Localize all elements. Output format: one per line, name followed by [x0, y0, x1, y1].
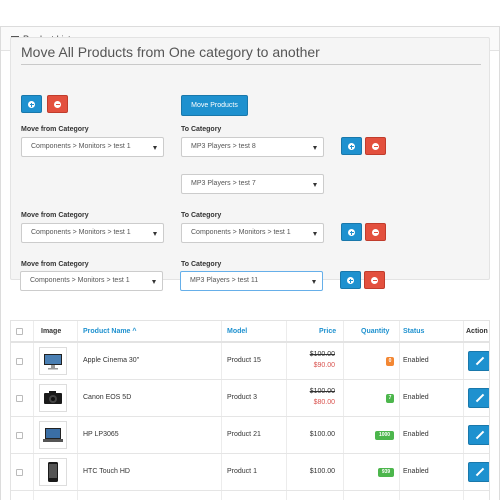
row-checkbox[interactable]	[16, 432, 23, 439]
edit-button[interactable]	[468, 425, 489, 445]
to-category-label: To Category	[181, 261, 222, 268]
from-category-label: Move from Category	[21, 126, 89, 133]
col-status[interactable]: Status	[403, 328, 425, 335]
phone-thumbnail	[39, 458, 67, 486]
table-row: Canon EOS 5D Product 3 $100.00 $80.00 7 …	[11, 380, 489, 417]
add-to-category-button[interactable]	[341, 223, 362, 241]
product-model: Product 15	[227, 357, 261, 364]
laptop-thumbnail	[39, 421, 67, 449]
pencil-icon	[475, 467, 485, 477]
product-name: HTC Touch HD	[83, 468, 130, 475]
product-status: Enabled	[403, 468, 429, 475]
minus-circle-icon	[372, 229, 379, 236]
camera-thumbnail	[39, 384, 67, 412]
col-quantity[interactable]: Quantity	[361, 328, 390, 335]
chevron-down-icon	[313, 183, 317, 187]
remove-to-category-button[interactable]	[365, 223, 386, 241]
top-strip	[0, 0, 500, 26]
quantity-badge: 0	[386, 357, 394, 366]
to-category-select[interactable]: MP3 Players > test 8	[181, 137, 324, 157]
move-title: Move All Products from One category to a…	[21, 44, 320, 60]
product-name: Canon EOS 5D	[83, 394, 132, 401]
edit-button[interactable]	[468, 388, 489, 408]
pencil-icon	[475, 393, 485, 403]
remove-to-category-button[interactable]	[365, 137, 386, 155]
product-special-price: $90.00	[313, 362, 335, 369]
from-category-select[interactable]: Components > Monitors > test 1	[20, 271, 163, 291]
pencil-icon	[475, 356, 485, 366]
col-price[interactable]: Price	[319, 328, 337, 335]
select-all-checkbox[interactable]	[16, 328, 23, 335]
monitor-thumbnail	[39, 347, 67, 375]
add-row-button[interactable]	[21, 95, 42, 113]
product-model: Product 3	[227, 394, 257, 401]
col-action: Action	[466, 328, 488, 335]
col-image: Image	[41, 328, 62, 335]
move-products-button[interactable]: Move Products	[181, 95, 248, 116]
title-divider	[21, 64, 481, 65]
plus-circle-icon	[347, 277, 354, 284]
row-checkbox[interactable]	[16, 358, 23, 365]
product-model: Product 1	[227, 468, 257, 475]
remove-row-button[interactable]	[47, 95, 68, 113]
product-model: Product 21	[227, 431, 261, 438]
quantity-badge: 1000	[375, 431, 394, 440]
row-checkbox[interactable]	[16, 469, 23, 476]
from-category-label: Move from Category	[21, 212, 89, 219]
chevron-down-icon	[312, 280, 316, 284]
add-to-category-button[interactable]	[340, 271, 361, 289]
chevron-down-icon	[153, 232, 157, 236]
from-category-select[interactable]: Components > Monitors > test 1	[21, 223, 164, 243]
to-category-select[interactable]: Components > Monitors > test 1	[181, 223, 324, 243]
table-header: Image Product Name ^ Model Price Quantit…	[11, 321, 489, 343]
product-price: $100.00	[309, 431, 335, 438]
col-product-name[interactable]: Product Name ^	[83, 328, 137, 335]
col-model[interactable]: Model	[227, 328, 248, 335]
minus-circle-icon	[371, 277, 378, 284]
to-category-select[interactable]: MP3 Players > test 11	[180, 271, 323, 291]
product-name: HP LP3065	[83, 431, 119, 438]
minus-circle-icon	[54, 101, 61, 108]
chevron-down-icon	[313, 146, 317, 150]
move-products-box: Move All Products from One category to a…	[10, 37, 490, 280]
product-status: Enabled	[403, 394, 429, 401]
edit-button[interactable]	[468, 462, 489, 482]
product-price: $100.00	[309, 388, 335, 395]
row-checkbox[interactable]	[16, 395, 23, 402]
remove-to-category-button[interactable]	[364, 271, 385, 289]
to-category-select[interactable]: MP3 Players > test 7	[181, 174, 324, 194]
plus-circle-icon	[348, 143, 355, 150]
product-table: Image Product Name ^ Model Price Quantit…	[10, 320, 490, 500]
product-price: $100.00	[309, 468, 335, 475]
table-row: HTC Touch HD Product 1 $100.00 939 Enabl…	[11, 454, 489, 491]
from-category-label: Move from Category	[21, 261, 89, 268]
minus-circle-icon	[372, 143, 379, 150]
quantity-badge: 7	[386, 394, 394, 403]
product-status: Enabled	[403, 431, 429, 438]
chevron-down-icon	[152, 280, 156, 284]
edit-button[interactable]	[468, 351, 489, 371]
table-row: Apple Cinema 30" Product 15 $100.00 $90.…	[11, 343, 489, 380]
add-to-category-button[interactable]	[341, 137, 362, 155]
plus-circle-icon	[28, 101, 35, 108]
table-row: HP LP3065 Product 21 $100.00 1000 Enable…	[11, 417, 489, 454]
to-category-label: To Category	[181, 212, 222, 219]
product-price: $100.00	[309, 351, 335, 358]
chevron-down-icon	[313, 232, 317, 236]
quantity-badge: 939	[378, 468, 394, 477]
from-category-select[interactable]: Components > Monitors > test 1	[21, 137, 164, 157]
product-special-price: $80.00	[313, 399, 335, 406]
pencil-icon	[475, 430, 485, 440]
chevron-down-icon	[153, 146, 157, 150]
plus-circle-icon	[348, 229, 355, 236]
product-name: Apple Cinema 30"	[83, 357, 140, 364]
to-category-label: To Category	[181, 126, 222, 133]
product-status: Enabled	[403, 357, 429, 364]
